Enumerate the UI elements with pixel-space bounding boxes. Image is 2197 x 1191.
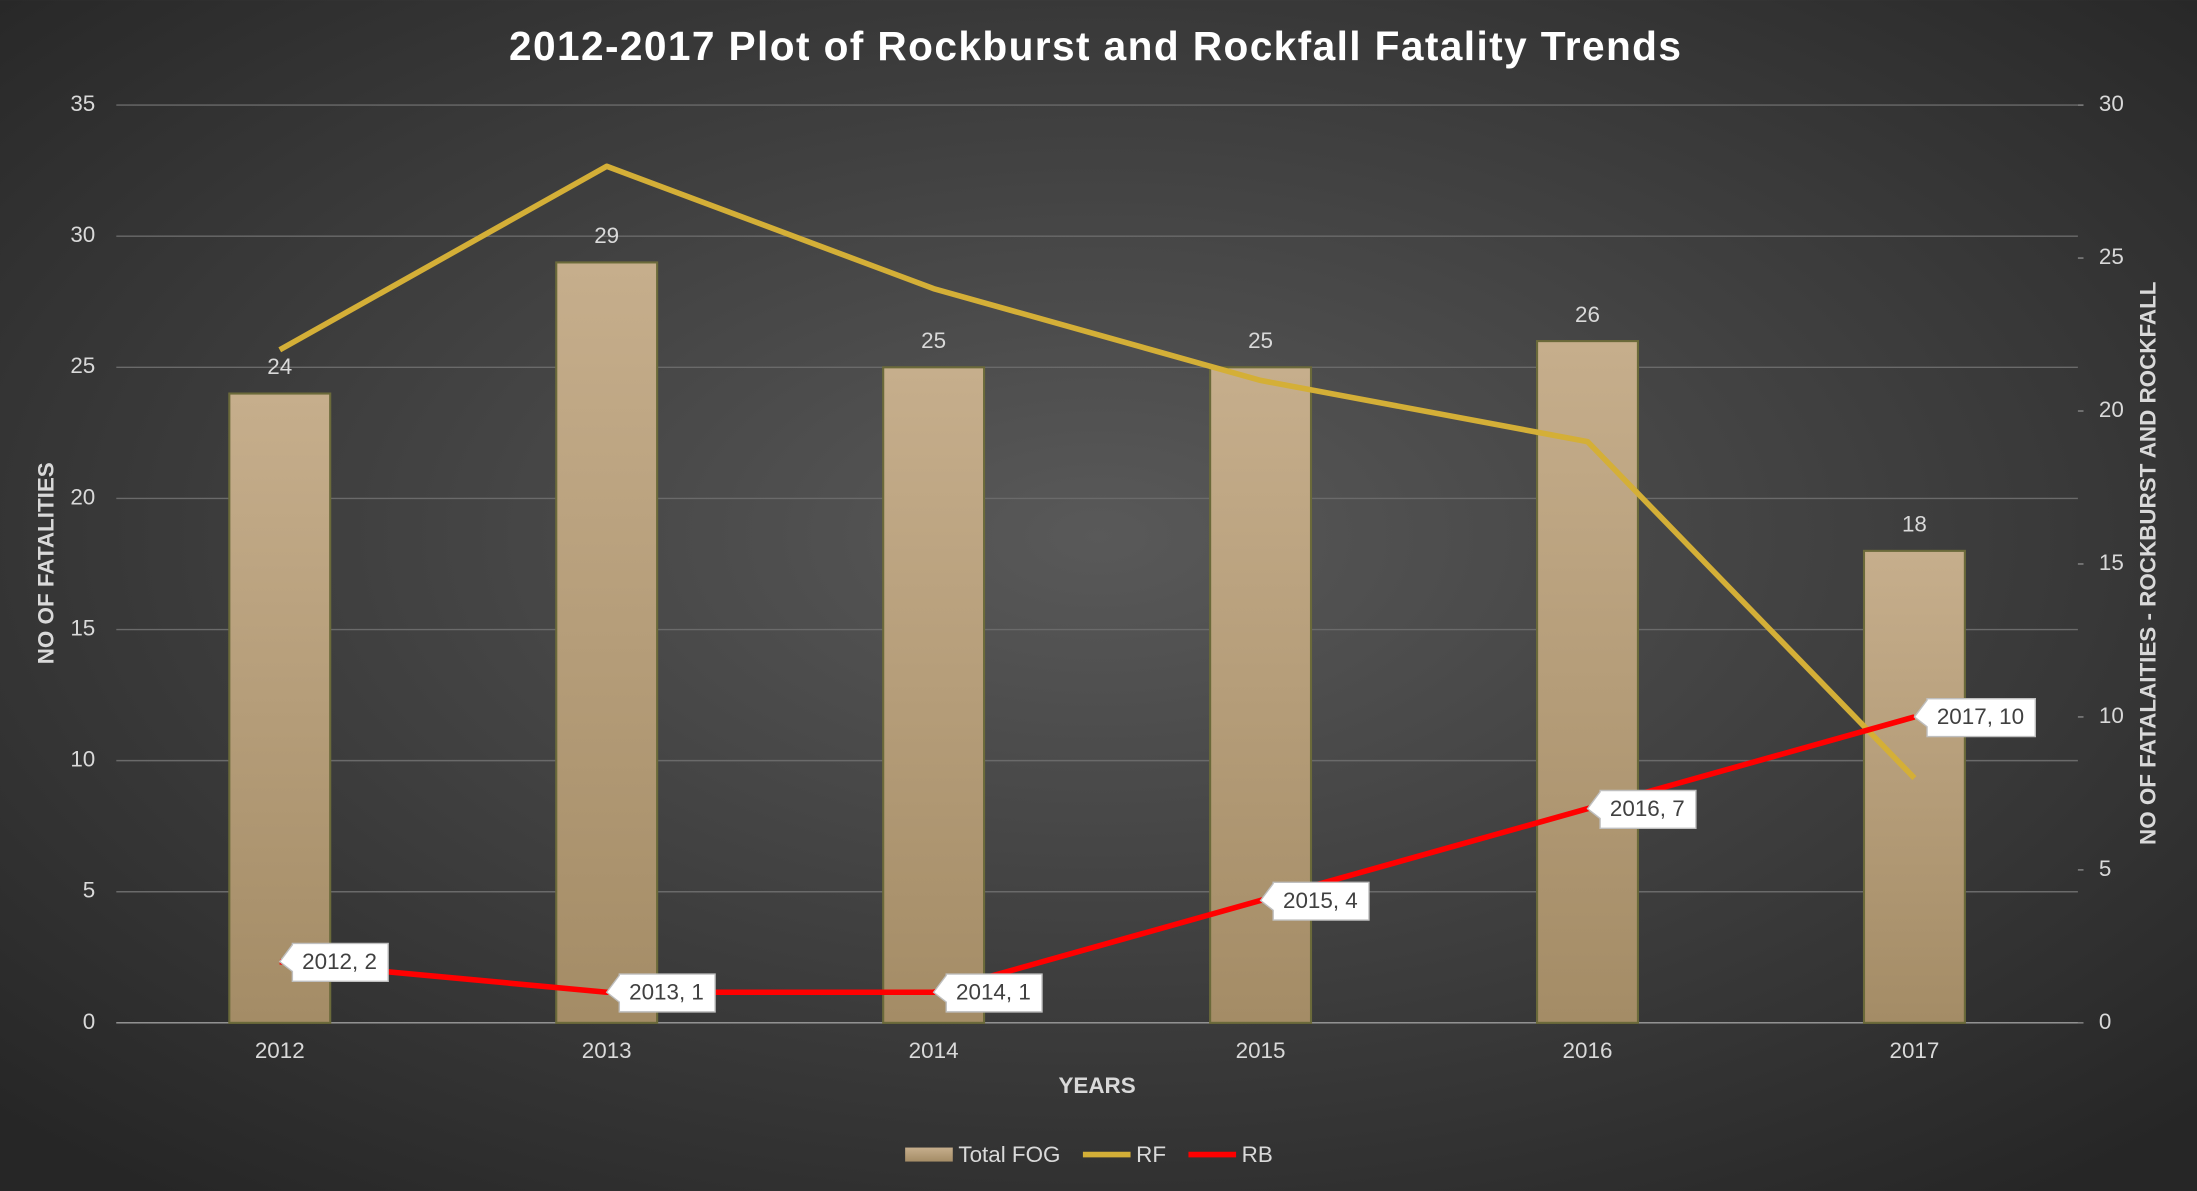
y-tick-label: 20	[70, 484, 95, 509]
x-tick-label: 2013	[582, 1038, 632, 1063]
legend-swatch	[905, 1147, 953, 1162]
y-tick-label: 10	[70, 747, 95, 772]
line	[278, 163, 1917, 781]
data-label-box	[1586, 789, 1697, 830]
y-tick-label: 30	[70, 222, 95, 247]
bar	[555, 261, 659, 1024]
data-label: 2015, 4	[1283, 888, 1358, 913]
x-tick-label: 2015	[1236, 1038, 1286, 1063]
data-label: 2016, 7	[1610, 796, 1685, 821]
bar-value-label: 25	[1248, 328, 1273, 353]
x-axis-label: YEARS	[1058, 1073, 1135, 1098]
y2-tick-label: 20	[2099, 397, 2124, 422]
bar-value-label: 18	[1902, 512, 1927, 537]
y-tick-label: 5	[83, 878, 95, 903]
y2-axis-label: NO OF FATALAITIES - ROCKBURST AND ROCKFA…	[2135, 282, 2160, 845]
y2-tick-label: 10	[2099, 703, 2124, 728]
legend-label: Total FOG	[958, 1142, 1060, 1167]
y2-tick-label: 15	[2099, 550, 2124, 575]
legend-label: RF	[1136, 1142, 1166, 1167]
data-label: 2017, 10	[1937, 704, 2024, 729]
bar	[882, 366, 986, 1024]
y-tick-label: 35	[70, 91, 95, 116]
bar-value-label: 24	[267, 354, 292, 379]
data-label: 2013, 1	[629, 980, 704, 1005]
y2-tick-label: 30	[2099, 91, 2124, 116]
y2-tick-label: 5	[2099, 856, 2111, 881]
x-tick-label: 2016	[1563, 1038, 1613, 1063]
y-tick-label: 15	[70, 615, 95, 640]
data-label: 2012, 2	[302, 949, 377, 974]
bar-value-label: 25	[921, 328, 946, 353]
data-label-box	[1259, 881, 1370, 921]
data-label-box	[278, 942, 389, 982]
y2-tick-label: 0	[2099, 1009, 2111, 1034]
data-label-box	[605, 973, 716, 1013]
legend-label: RB	[1242, 1142, 1273, 1167]
data-label-box	[932, 973, 1043, 1013]
x-tick-label: 2017	[1890, 1038, 1940, 1063]
y-tick-label: 25	[70, 353, 95, 378]
chart-title: 2012-2017 Plot of Rockburst and Rockfall…	[509, 23, 1682, 69]
bar	[1536, 340, 1639, 1024]
data-label-box	[1913, 698, 2036, 738]
x-tick-label: 2012	[255, 1038, 305, 1063]
bar	[1209, 366, 1313, 1024]
bar	[228, 392, 332, 1024]
y2-tick-label: 25	[2099, 244, 2124, 269]
x-tick-label: 2014	[909, 1038, 959, 1063]
bar-value-label: 29	[594, 223, 619, 248]
legend: Total FOG RF RB	[905, 1142, 1273, 1167]
y-tick-label: 0	[83, 1009, 95, 1034]
bar	[1862, 549, 1966, 1024]
data-label: 2014, 1	[956, 980, 1031, 1005]
y-axis-label: NO OF FATALITIES	[34, 462, 59, 664]
bar-value-label: 26	[1575, 302, 1600, 327]
